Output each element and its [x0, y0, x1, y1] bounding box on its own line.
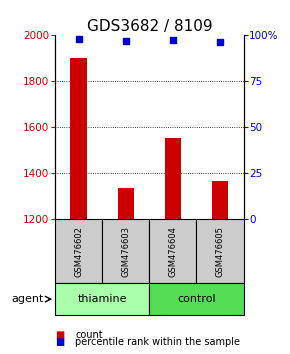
Text: GSM476602: GSM476602 — [74, 226, 83, 277]
FancyBboxPatch shape — [149, 219, 196, 283]
Text: GSM476605: GSM476605 — [215, 226, 224, 277]
FancyBboxPatch shape — [196, 219, 244, 283]
Bar — [212, 181, 228, 219]
Text: thiamine: thiamine — [77, 294, 127, 304]
Point — [124, 39, 128, 44]
Title: GDS3682 / 8109: GDS3682 / 8109 — [86, 19, 212, 34]
Point — [218, 39, 222, 45]
Text: ■: ■ — [55, 330, 64, 339]
Point — [171, 38, 175, 43]
FancyBboxPatch shape — [55, 219, 102, 283]
FancyBboxPatch shape — [102, 219, 149, 283]
Text: percentile rank within the sample: percentile rank within the sample — [75, 337, 240, 347]
Point — [76, 36, 81, 42]
Text: control: control — [177, 294, 216, 304]
Text: agent: agent — [11, 294, 44, 304]
FancyBboxPatch shape — [55, 283, 149, 315]
Bar — [117, 188, 134, 219]
FancyBboxPatch shape — [149, 283, 244, 315]
Text: ■: ■ — [55, 337, 64, 347]
Text: count: count — [75, 330, 103, 339]
Bar — [165, 138, 181, 219]
Bar — [70, 58, 87, 219]
Text: GSM476603: GSM476603 — [121, 226, 130, 277]
Text: GSM476604: GSM476604 — [168, 226, 177, 277]
